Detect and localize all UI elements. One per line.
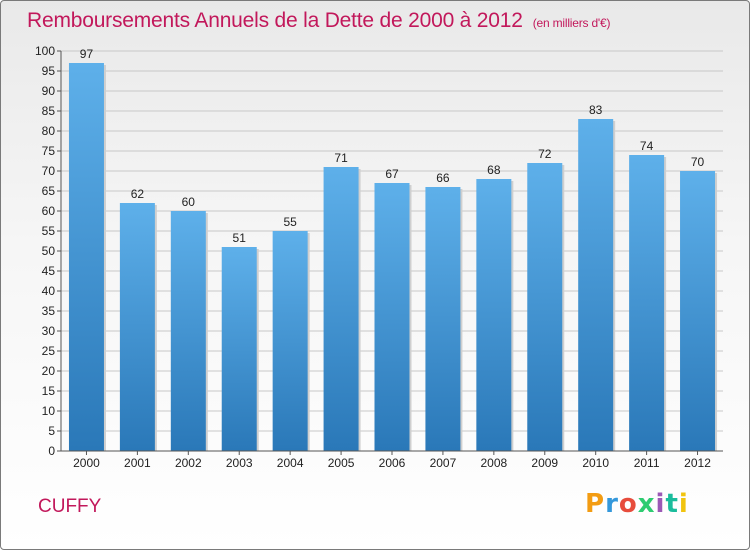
bar [476, 179, 512, 451]
bar [68, 63, 104, 451]
data-label: 62 [131, 187, 145, 201]
y-tick-label: 5 [48, 424, 55, 438]
data-labels: 97 62 60 51 55 71 67 66 68 72 83 74 70 [80, 47, 705, 245]
bar [221, 247, 257, 451]
x-tick-label: 2009 [531, 456, 558, 470]
bar [272, 231, 308, 451]
axes [60, 51, 723, 452]
x-tick-label: 2004 [277, 456, 304, 470]
y-tick-label: 80 [42, 124, 56, 138]
y-tick-label: 55 [42, 224, 56, 238]
data-label: 60 [182, 195, 196, 209]
x-axis-ticks: 2000 2001 2002 2003 2004 2005 2006 2007 2008 2009… [73, 451, 711, 470]
data-label: 74 [640, 139, 654, 153]
bar [170, 211, 206, 451]
proxiti-logo[interactable]: Proxiti [585, 489, 689, 519]
x-tick-label: 2000 [73, 456, 100, 470]
y-tick-label: 45 [42, 264, 56, 278]
x-tick-label: 2003 [226, 456, 253, 470]
logo-letter: i [678, 489, 689, 519]
x-tick-label: 2012 [684, 456, 711, 470]
chart-title: Remboursements Annuels de la Dette de 20… [27, 9, 610, 33]
commune-name: CUFFY [38, 496, 102, 517]
data-label: 66 [436, 171, 450, 185]
bar [680, 171, 716, 451]
x-tick-label: 2007 [430, 456, 457, 470]
bar [629, 155, 665, 451]
x-tick-label: 2002 [175, 456, 202, 470]
data-label: 55 [283, 215, 297, 229]
y-tick-label: 95 [42, 64, 56, 78]
data-label: 72 [538, 147, 552, 161]
x-tick-label: 2001 [124, 456, 151, 470]
bar [374, 183, 410, 451]
y-tick-label: 40 [42, 284, 56, 298]
data-label: 51 [233, 231, 247, 245]
y-tick-label: 60 [42, 204, 56, 218]
x-tick-label: 2011 [634, 456, 660, 470]
data-label: 97 [80, 47, 94, 61]
y-tick-label: 100 [35, 44, 55, 58]
logo-letter: o [618, 489, 638, 519]
y-tick-label: 90 [42, 84, 56, 98]
logo-letter: x [637, 489, 656, 519]
bar [119, 203, 155, 451]
logo-letter: P [585, 489, 606, 519]
y-tick-label: 15 [42, 384, 56, 398]
title-text: Remboursements Annuels de la Dette de 20… [27, 9, 523, 32]
bar [578, 119, 614, 451]
data-label: 67 [385, 167, 399, 181]
data-label: 71 [334, 151, 348, 165]
y-tick-label: 10 [42, 404, 56, 418]
data-label: 68 [487, 163, 501, 177]
y-tick-label: 20 [42, 364, 56, 378]
y-tick-label: 25 [42, 344, 56, 358]
x-tick-label: 2006 [379, 456, 406, 470]
bar [425, 187, 461, 451]
y-tick-label: 65 [42, 184, 56, 198]
x-tick-label: 2005 [328, 456, 355, 470]
data-label: 83 [589, 103, 603, 117]
logo-letter: r [605, 489, 619, 519]
bar [527, 163, 563, 451]
y-axis-ticks: 0 5 10 15 20 25 30 35 40 45 50 55 60 65 70 75 80 85 90 95 10… [35, 44, 61, 458]
y-tick-label: 70 [42, 164, 56, 178]
bar [323, 167, 359, 451]
data-label: 70 [691, 155, 705, 169]
y-tick-label: 50 [42, 244, 56, 258]
logo-letter: i [655, 489, 666, 519]
chart-subtitle: (en milliers d'€) [532, 16, 611, 30]
y-tick-label: 30 [42, 324, 56, 338]
x-tick-label: 2010 [582, 456, 609, 470]
x-tick-label: 2008 [480, 456, 507, 470]
y-tick-label: 0 [48, 444, 55, 458]
logo-letter: t [665, 489, 679, 519]
y-tick-label: 35 [42, 304, 56, 318]
y-tick-label: 85 [42, 104, 56, 118]
y-tick-label: 75 [42, 144, 56, 158]
bars [68, 63, 718, 451]
